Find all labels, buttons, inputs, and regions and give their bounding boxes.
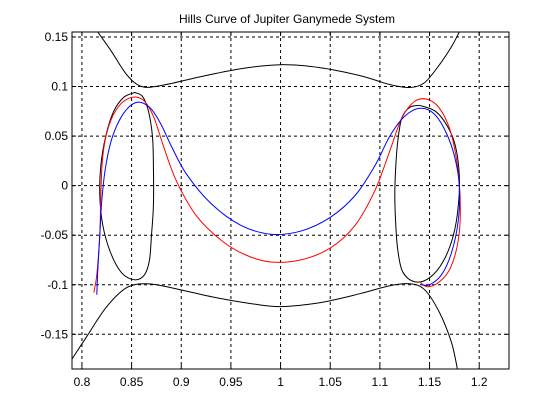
x-tick-label: 1.05 [319,375,343,389]
y-tick-label: -0.1 [47,278,68,292]
y-tick-label: -0.15 [41,327,69,341]
x-tick-label: 0.95 [219,375,243,389]
x-tick-label: 1 [277,375,284,389]
series-layer [72,32,461,369]
ticks-layer: 0.8 0.85 0.9 0.95 1 1.05 1.1 1.15 1.2 0.15 0.1 0.05… [41,30,509,389]
grid-layer [72,32,509,369]
y-tick-label: 0 [61,179,68,193]
x-tick-label: 0.9 [173,375,190,389]
x-tick-label: 1.1 [372,375,389,389]
plot-area-border [71,31,510,370]
series-0-curve-1 [72,283,458,369]
y-tick-label: 0.15 [45,30,69,44]
x-tick-label: 1.15 [418,375,442,389]
series-2-curve-0 [96,101,461,295]
y-tick-label: 0.05 [45,129,69,143]
series-0-curve-3 [394,104,460,283]
x-tick-label: 0.85 [120,375,144,389]
series-0-curve-0 [97,32,460,89]
y-tick-label: 0.1 [51,80,68,94]
y-tick-label: -0.05 [41,228,69,242]
chart-title: Hills Curve of Jupiter Ganymede System [179,12,395,26]
series-0-curve-2 [99,92,155,281]
x-tick-label: 1.2 [471,375,488,389]
x-tick-label: 0.8 [74,375,91,389]
